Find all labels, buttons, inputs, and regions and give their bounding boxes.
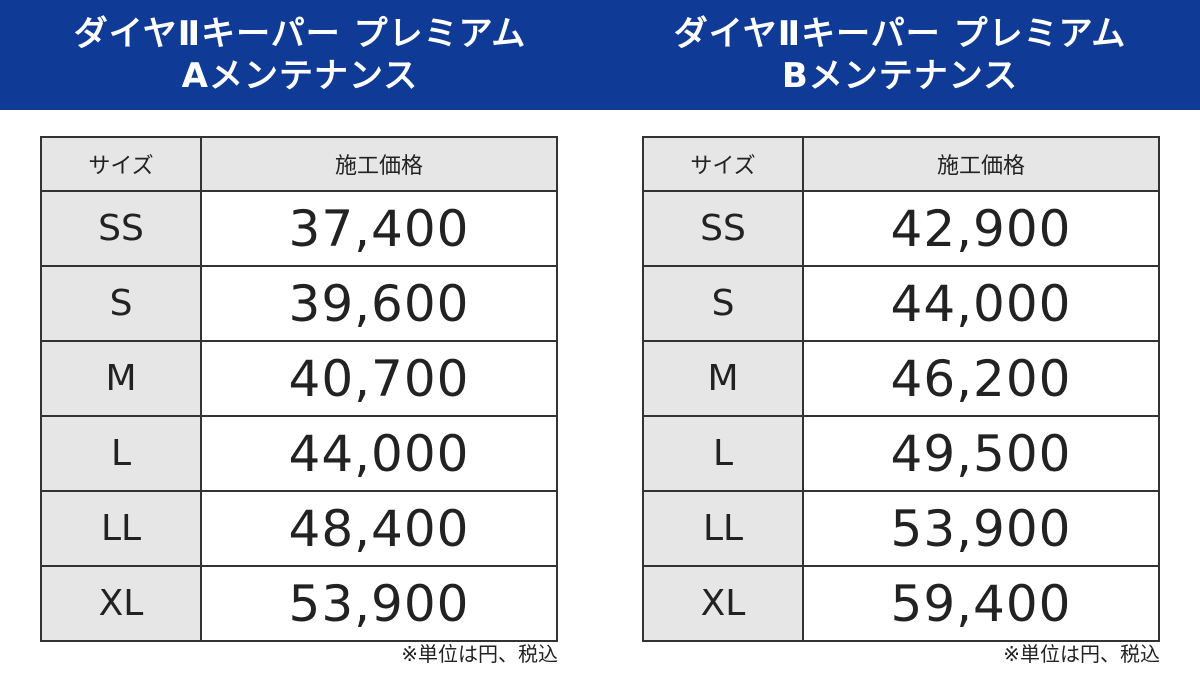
price-cell: 44,000 [200, 415, 558, 492]
price-cell: 42,900 [802, 190, 1160, 267]
panel-title-line2: Aメンテナンス [181, 56, 419, 96]
size-cell: LL [40, 490, 202, 567]
table-row: L 44,000 [40, 415, 558, 492]
price-table: サイズ 施工価格 SS 42,900 S 44,000 M 46,200 L 4… [642, 136, 1160, 642]
table-row: XL 59,400 [642, 565, 1160, 642]
size-column-header: サイズ [642, 136, 804, 192]
size-cell: XL [40, 565, 202, 642]
panel-header: ダイヤⅡキーパー プレミアム Bメンテナンス [600, 0, 1200, 110]
size-cell: S [642, 265, 804, 342]
table-row: S 39,600 [40, 265, 558, 342]
panel-title-line1: ダイヤⅡキーパー プレミアム [73, 14, 527, 54]
price-cell: 46,200 [802, 340, 1160, 417]
size-column-header: サイズ [40, 136, 202, 192]
price-panel-b: ダイヤⅡキーパー プレミアム Bメンテナンス サイズ 施工価格 SS 42,90… [600, 0, 1200, 666]
price-cell: 59,400 [802, 565, 1160, 642]
tax-note: ※単位は円、税込 [401, 642, 558, 666]
table-header-row: サイズ 施工価格 [642, 136, 1160, 192]
size-cell: M [642, 340, 804, 417]
size-cell: S [40, 265, 202, 342]
price-cell: 39,600 [200, 265, 558, 342]
table-row: XL 53,900 [40, 565, 558, 642]
price-cell: 53,900 [200, 565, 558, 642]
table-row: L 49,500 [642, 415, 1160, 492]
price-cell: 37,400 [200, 190, 558, 267]
price-cell: 49,500 [802, 415, 1160, 492]
table-row: S 44,000 [642, 265, 1160, 342]
size-cell: L [642, 415, 804, 492]
table-header-row: サイズ 施工価格 [40, 136, 558, 192]
price-column-header: 施工価格 [200, 136, 558, 192]
table-row: LL 48,400 [40, 490, 558, 567]
table-row: M 40,700 [40, 340, 558, 417]
table-row: SS 37,400 [40, 190, 558, 267]
panel-title-line1: ダイヤⅡキーパー プレミアム [673, 14, 1127, 54]
size-cell: XL [642, 565, 804, 642]
tax-note: ※単位は円、税込 [1003, 642, 1160, 666]
size-cell: SS [40, 190, 202, 267]
price-cell: 48,400 [200, 490, 558, 567]
panel-title-line2: Bメンテナンス [781, 56, 1019, 96]
size-cell: LL [642, 490, 804, 567]
price-cell: 40,700 [200, 340, 558, 417]
price-panel-a: ダイヤⅡキーパー プレミアム Aメンテナンス サイズ 施工価格 SS 37,40… [0, 0, 600, 666]
price-cell: 44,000 [802, 265, 1160, 342]
price-table: サイズ 施工価格 SS 37,400 S 39,600 M 40,700 L 4… [40, 136, 558, 642]
size-cell: SS [642, 190, 804, 267]
table-row: LL 53,900 [642, 490, 1160, 567]
size-cell: M [40, 340, 202, 417]
panel-header: ダイヤⅡキーパー プレミアム Aメンテナンス [0, 0, 600, 110]
price-cell: 53,900 [802, 490, 1160, 567]
size-cell: L [40, 415, 202, 492]
table-row: M 46,200 [642, 340, 1160, 417]
price-column-header: 施工価格 [802, 136, 1160, 192]
table-row: SS 42,900 [642, 190, 1160, 267]
